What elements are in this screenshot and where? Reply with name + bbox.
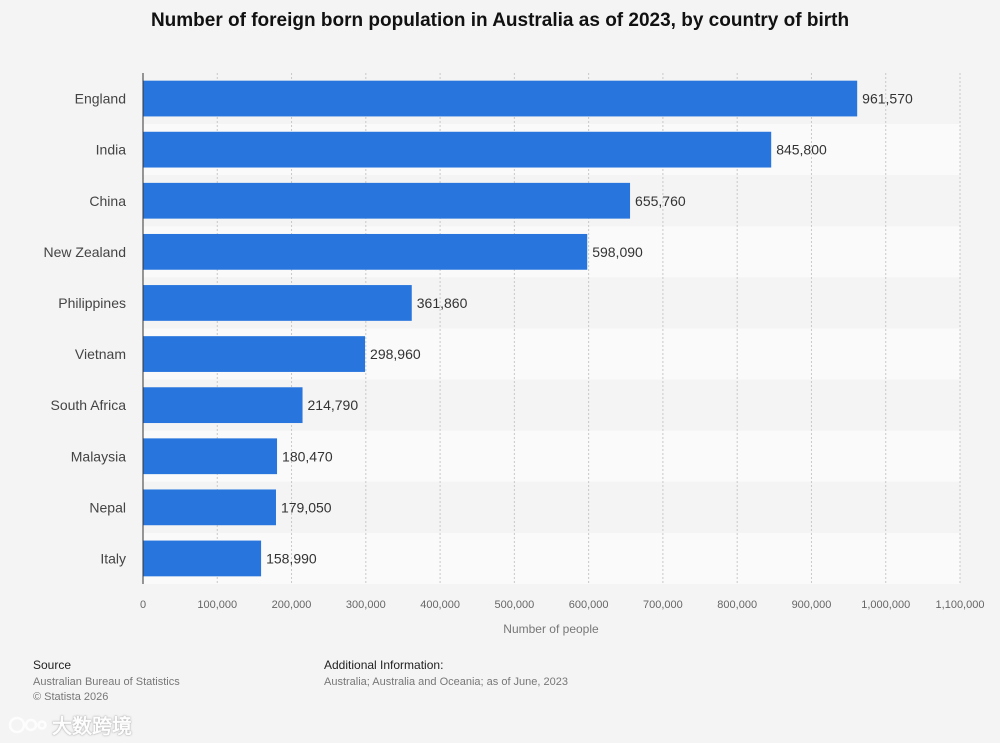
data-label: 961,570 [862, 91, 913, 107]
x-tick-label: 500,000 [494, 599, 534, 611]
bar[interactable] [143, 387, 303, 424]
chart-title: Number of foreign born population in Aus… [150, 10, 850, 31]
bar[interactable] [143, 336, 366, 372]
data-label: 598,090 [592, 244, 643, 260]
source-heading: Source [33, 658, 72, 672]
category-label: England [75, 91, 126, 107]
category-label: Italy [100, 550, 126, 566]
chart: 0 100,000 200,000 300,000 400,000 500,000 600,… [44, 73, 985, 636]
category-label: India [96, 142, 127, 158]
additional-info-text: Australia; Australia and Oceania; as of … [324, 676, 568, 688]
x-tick-label: 600,000 [569, 599, 609, 611]
source-section: Source Australian Bureau of Statistics ©… [33, 658, 180, 705]
data-label: 214,790 [308, 397, 359, 413]
watermark-logo-icon [8, 716, 47, 733]
category-label: New Zealand [44, 244, 127, 260]
x-tick-label: 1,000,000 [861, 599, 910, 611]
bar[interactable] [143, 285, 412, 321]
category-label: China [89, 193, 126, 209]
bar[interactable] [143, 131, 772, 168]
x-tick-label: 0 [140, 599, 146, 611]
x-tick-label: 800,000 [717, 599, 757, 611]
x-tick-label: 100,000 [197, 599, 237, 611]
data-label: 298,960 [370, 346, 421, 362]
bar[interactable] [143, 233, 588, 270]
additional-info-section: Additional Information: Australia; Austr… [324, 658, 568, 690]
category-label: South Africa [51, 397, 127, 413]
x-axis-title: Number of people [503, 622, 599, 636]
bar[interactable] [143, 438, 278, 475]
watermark: 大数跨境 [8, 710, 132, 739]
data-label: 361,860 [417, 295, 468, 311]
bar[interactable] [143, 489, 276, 526]
bar[interactable] [143, 540, 262, 577]
data-label: 180,470 [282, 448, 333, 464]
category-label: Philippines [58, 295, 126, 311]
category-label: Nepal [89, 499, 126, 515]
additional-info-heading: Additional Information: [324, 658, 444, 672]
row-band [143, 430, 960, 482]
data-label: 179,050 [281, 499, 332, 515]
row-band [143, 481, 960, 533]
data-label: 158,990 [266, 550, 317, 566]
x-tick-label: 1,100,000 [936, 599, 985, 611]
x-tick-label: 300,000 [346, 599, 386, 611]
watermark-text: 大数跨境 [52, 714, 132, 738]
copyright-text: © Statista 2026 [33, 691, 109, 703]
data-label: 655,760 [635, 193, 686, 209]
source-link[interactable]: Australian Bureau of Statistics [33, 676, 180, 688]
x-tick-label: 700,000 [643, 599, 683, 611]
x-tick-label: 400,000 [420, 599, 460, 611]
x-tick-label: 900,000 [792, 599, 832, 611]
x-tick-label: 200,000 [272, 599, 312, 611]
category-label: Vietnam [75, 346, 126, 362]
bar[interactable] [143, 80, 858, 117]
row-band [143, 532, 960, 584]
bar[interactable] [143, 182, 631, 219]
category-label: Malaysia [71, 448, 126, 464]
data-label: 845,800 [776, 142, 827, 158]
